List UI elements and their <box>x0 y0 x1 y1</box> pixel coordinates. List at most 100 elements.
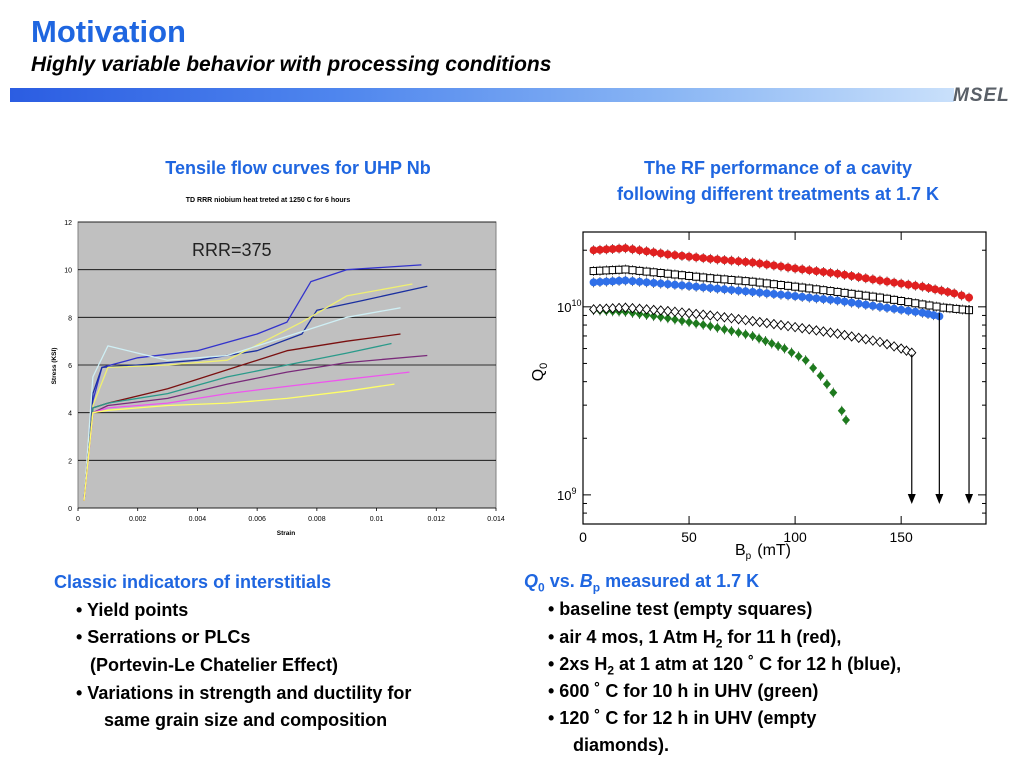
rf-performance-chart: 109 1010 0 50 100 150 Q0 Bp (mT) <box>515 222 990 570</box>
data-point <box>720 275 729 284</box>
data-point <box>691 308 701 320</box>
x-tick-label: 0.008 <box>308 516 326 523</box>
data-point <box>727 256 736 265</box>
data-point <box>727 326 736 336</box>
page-subtitle: Highly variable behavior with processing… <box>31 53 552 76</box>
bullet-yield-points: • Yield points <box>76 600 189 620</box>
data-point <box>748 287 757 296</box>
data-point <box>589 278 598 287</box>
data-point <box>776 290 785 299</box>
data-point <box>670 251 679 260</box>
data-point <box>727 285 736 294</box>
data-point <box>818 326 828 337</box>
data-point <box>595 277 604 286</box>
data-point <box>699 254 708 263</box>
data-point <box>670 280 679 289</box>
data-point <box>868 292 877 301</box>
data-point <box>897 305 906 314</box>
data-point <box>854 273 863 282</box>
data-point <box>656 305 666 316</box>
data-point <box>741 277 750 286</box>
data-point <box>931 285 940 294</box>
data-point <box>890 304 899 313</box>
data-point <box>713 323 722 333</box>
data-point <box>663 280 672 289</box>
data-point <box>684 308 694 319</box>
data-point <box>685 252 694 261</box>
data-point <box>720 256 729 265</box>
data-point <box>840 270 849 279</box>
q0-vs-bp-heading: Q0 vs. Bp measured at 1.7 K <box>524 571 760 595</box>
data-point <box>677 307 687 318</box>
data-point <box>670 270 679 279</box>
data-point <box>957 291 966 300</box>
bullet-serrations-detail: (Portevin-Le Chatelier Effect) <box>90 655 339 675</box>
x-tick-label: 0.004 <box>189 516 207 523</box>
x-tick-label: 0 <box>76 516 80 523</box>
data-point <box>677 251 686 260</box>
chart-annotation: RRR=375 <box>192 240 272 260</box>
data-point <box>741 257 750 266</box>
data-point <box>842 415 851 425</box>
data-point <box>712 311 722 322</box>
data-point <box>656 279 665 288</box>
tensile-flow-chart: TD RRR niobium heat treted at 1250 C for… <box>42 186 512 546</box>
data-point <box>595 245 604 254</box>
data-point <box>649 248 658 257</box>
data-point <box>741 329 750 339</box>
data-point <box>783 320 793 332</box>
series-line <box>83 342 392 501</box>
data-point <box>706 283 715 292</box>
x-tick-label: 150 <box>889 529 913 545</box>
data-point <box>890 295 899 304</box>
data-point <box>627 303 638 314</box>
data-point <box>875 302 884 311</box>
data-point <box>649 311 658 321</box>
data-point <box>769 280 778 289</box>
data-point <box>642 304 652 315</box>
data-point <box>819 295 828 304</box>
bullet-variations: • Variations in strength and ductility f… <box>76 683 412 703</box>
y-tick-label: 0 <box>68 506 72 513</box>
right-caption-line-1: The RF performance of a cavity <box>643 158 913 178</box>
data-point <box>868 335 878 346</box>
data-point <box>809 363 818 373</box>
data-point <box>685 317 694 327</box>
data-point <box>755 316 765 328</box>
data-point <box>608 245 617 254</box>
data-point <box>677 271 686 280</box>
data-point <box>727 275 736 284</box>
data-point <box>649 268 658 277</box>
data-point <box>706 254 715 263</box>
data-point <box>822 379 831 389</box>
msel-logo: MSEL <box>953 85 1010 106</box>
y-tick-label: 12 <box>64 220 72 227</box>
data-point <box>875 276 884 285</box>
data-point <box>656 249 665 258</box>
data-point <box>890 278 899 287</box>
data-point <box>805 266 814 275</box>
data-point <box>798 292 807 301</box>
data-point <box>816 371 825 381</box>
data-point <box>911 307 920 316</box>
data-point <box>861 274 870 283</box>
data-point <box>713 274 722 283</box>
y-tick-label: 6 <box>68 363 72 370</box>
data-point <box>649 278 658 287</box>
data-point <box>780 344 789 354</box>
data-point <box>812 267 821 276</box>
data-point <box>826 268 835 277</box>
interstitials-heading: Classic indicators of interstitials <box>54 572 332 592</box>
data-point <box>826 287 835 296</box>
series-filled-circle <box>589 243 974 303</box>
data-point <box>649 304 659 316</box>
data-point <box>663 313 672 323</box>
data-point <box>720 324 729 334</box>
data-point <box>762 317 772 329</box>
data-point <box>663 305 673 317</box>
data-point <box>847 298 856 307</box>
data-point <box>692 253 701 262</box>
data-point <box>883 294 892 303</box>
data-point <box>854 332 864 344</box>
data-point <box>825 327 836 338</box>
